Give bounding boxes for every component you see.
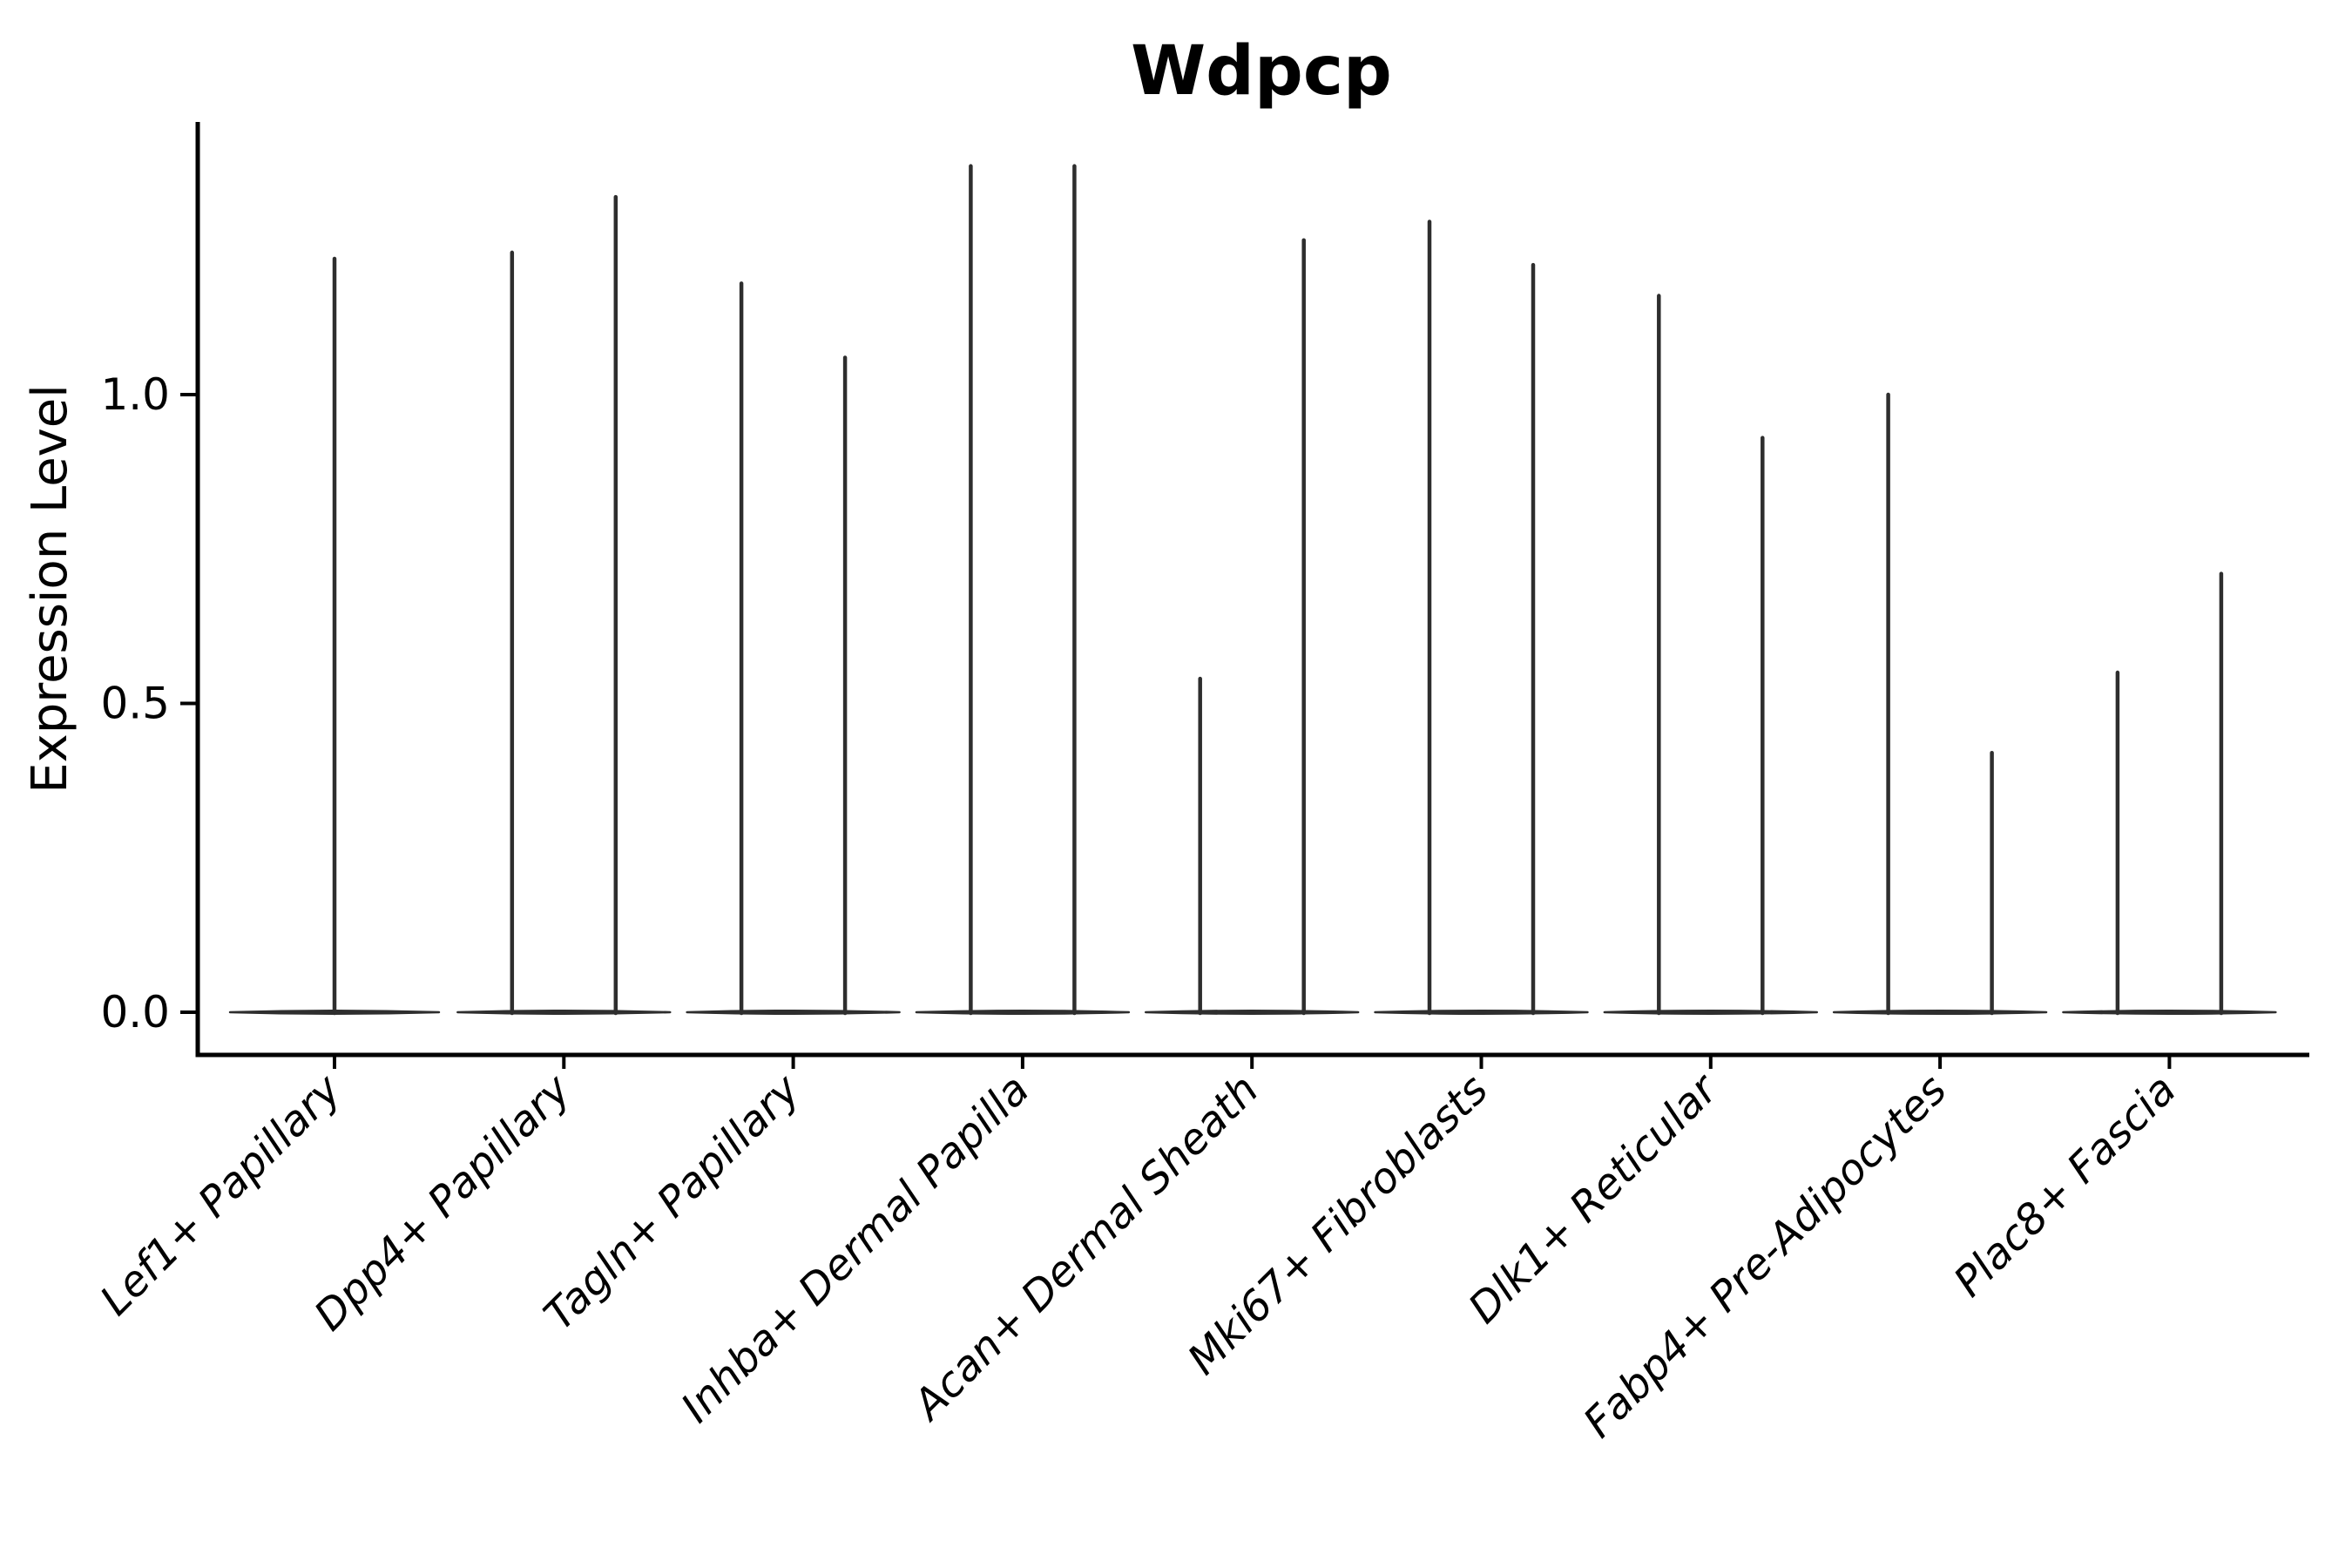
x-tick-label-dpp4-papillary: Dpp4+ Papillary <box>305 1064 580 1340</box>
violin-group-inhba-dermal-papilla <box>915 164 1131 1016</box>
x-tick-label-tagln-papillary: Tagln+ Papillary <box>535 1064 810 1340</box>
violin-group-mki67-fibroblasts <box>1374 220 1589 1016</box>
violin-group-plac8-fascia <box>2062 571 2277 1016</box>
y-tick-label-0.0: 0.0 <box>100 987 170 1037</box>
violin-base-fabp4-pre-adipocytes <box>1832 1010 2048 1015</box>
x-tick-label-lef1-papillary: Lef1+ Papillary <box>91 1064 351 1325</box>
chart-title: Wdpcp <box>1131 32 1392 111</box>
violin-base-dpp4-papillary <box>456 1010 672 1015</box>
y-axis-label: Expression Level <box>22 384 78 794</box>
violin-group-acan-dermal-sheath <box>1144 238 1360 1016</box>
violin-base-dlk1-reticular <box>1603 1010 1819 1015</box>
violin-base-acan-dermal-sheath <box>1144 1010 1360 1015</box>
x-tick-label-plac8-fascia: Plac8+ Fascia <box>1944 1065 2186 1307</box>
violin-base-inhba-dermal-papilla <box>915 1010 1131 1015</box>
violin-group-fabp4-pre-adipocytes <box>1832 392 2048 1016</box>
x-tick-label-dlk1-reticular: Dlk1+ Reticular <box>1459 1064 1729 1334</box>
violin-group-dpp4-papillary <box>456 194 672 1016</box>
x-tick-label-fabp4-pre-adipocytes: Fabp4+ Pre-Adipocytes <box>1574 1065 1957 1448</box>
y-tick-label-0.5: 0.5 <box>100 679 170 729</box>
violin-group-dlk1-reticular <box>1603 294 1819 1016</box>
violin-base-plac8-fascia <box>2062 1010 2277 1015</box>
violin-group-tagln-papillary <box>686 281 901 1016</box>
violin-group-lef1-papillary <box>228 256 441 1016</box>
y-tick-label-1.0: 1.0 <box>100 369 170 420</box>
violin-base-mki67-fibroblasts <box>1374 1010 1589 1015</box>
violin-base-tagln-papillary <box>686 1010 901 1015</box>
